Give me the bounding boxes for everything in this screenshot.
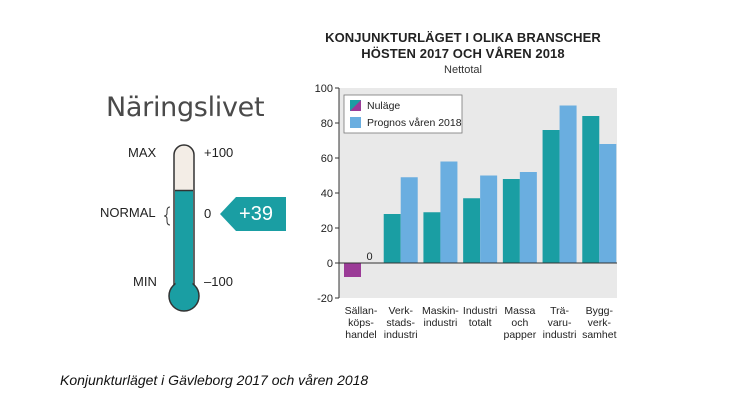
- x-category-label: verk-: [588, 317, 612, 329]
- bar-nulage: [502, 179, 520, 263]
- x-category-label: köps-: [348, 317, 374, 329]
- x-category-label: Industri: [463, 305, 497, 317]
- bar-nulage: [582, 116, 600, 263]
- legend-swatch-prognos: [350, 117, 361, 128]
- thermometer-neck: [175, 270, 193, 298]
- normal-brace: [163, 206, 171, 226]
- y-tick-label: 0: [327, 258, 333, 270]
- normal-value-label: 0: [204, 206, 212, 221]
- x-category-label: Trä-: [550, 305, 569, 317]
- bar-chart: 100 80 60 40 20 0 -20 0 Sällan-köps-handel Verk…: [315, 83, 617, 341]
- min-value-label: –100: [204, 274, 233, 289]
- x-category-label: Sällan-: [345, 305, 378, 317]
- min-label: MIN: [133, 274, 157, 289]
- bar-prognos: [480, 175, 498, 263]
- thermometer-title: Näringslivet: [106, 92, 265, 123]
- bar-nulage: [344, 263, 361, 277]
- x-category-label: Maskin-: [422, 305, 459, 317]
- max-label: MAX: [128, 145, 157, 160]
- x-category-label: Verk-: [388, 305, 413, 317]
- chart-title-line1: KONJUNKTURLÄGET I OLIKA BRANSCHER: [325, 30, 601, 45]
- bar-nulage: [463, 198, 481, 263]
- max-value-label: +100: [204, 145, 234, 160]
- bar-nulage: [383, 214, 401, 263]
- y-axis: 100 80 60 40 20 0 -20: [315, 83, 340, 305]
- x-category-label: handel: [345, 329, 377, 341]
- bar-prognos: [559, 105, 577, 263]
- x-axis-labels: Sällan-köps-handelVerk-stads-industriMas…: [345, 305, 617, 341]
- y-tick-label: 20: [321, 223, 333, 235]
- x-category-label: stads-: [386, 317, 415, 329]
- legend-label-nulage: Nuläge: [367, 100, 400, 112]
- x-category-label: industri: [384, 329, 418, 341]
- x-category-label: varu-: [548, 317, 572, 329]
- x-category-label: totalt: [469, 317, 492, 329]
- x-category-label: papper: [504, 329, 537, 341]
- y-tick-label: 60: [321, 153, 333, 165]
- bar-prognos: [400, 177, 418, 263]
- x-category-label: och: [511, 317, 528, 329]
- x-category-label: Bygg-: [586, 305, 614, 317]
- x-category-label: Massa: [504, 305, 535, 317]
- data-label: 0: [366, 251, 372, 263]
- normal-label: NORMAL: [100, 205, 156, 220]
- figure-caption: Konjunkturläget i Gävleborg 2017 och vår…: [60, 372, 369, 388]
- chart-title-line2: HÖSTEN 2017 OCH VÅREN 2018: [361, 46, 565, 61]
- bars: 0: [344, 105, 617, 277]
- bar-nulage: [542, 130, 560, 263]
- thermometer-icon: [163, 144, 200, 312]
- x-category-label: industri: [423, 317, 457, 329]
- bar-prognos: [519, 172, 537, 263]
- chart-subtitle: Nettotal: [444, 64, 482, 76]
- legend-swatch-nulage-corner: [350, 100, 361, 111]
- x-category-label: industri: [543, 329, 577, 341]
- legend-label-prognos: Prognos våren 2018: [367, 117, 462, 129]
- thermometer-fill: [175, 190, 193, 295]
- x-category-label: samhet: [582, 329, 617, 341]
- bar-nulage: [423, 212, 441, 263]
- y-tick-label: -20: [317, 293, 333, 305]
- bar-prognos: [440, 161, 458, 263]
- bar-prognos: [599, 144, 617, 263]
- y-tick-label: 80: [321, 118, 333, 130]
- current-value-badge: +39: [220, 197, 286, 231]
- y-tick-label: 100: [315, 83, 333, 95]
- y-tick-label: 40: [321, 188, 333, 200]
- legend: Nuläge Prognos våren 2018: [343, 94, 463, 134]
- legend-box: [343, 94, 463, 134]
